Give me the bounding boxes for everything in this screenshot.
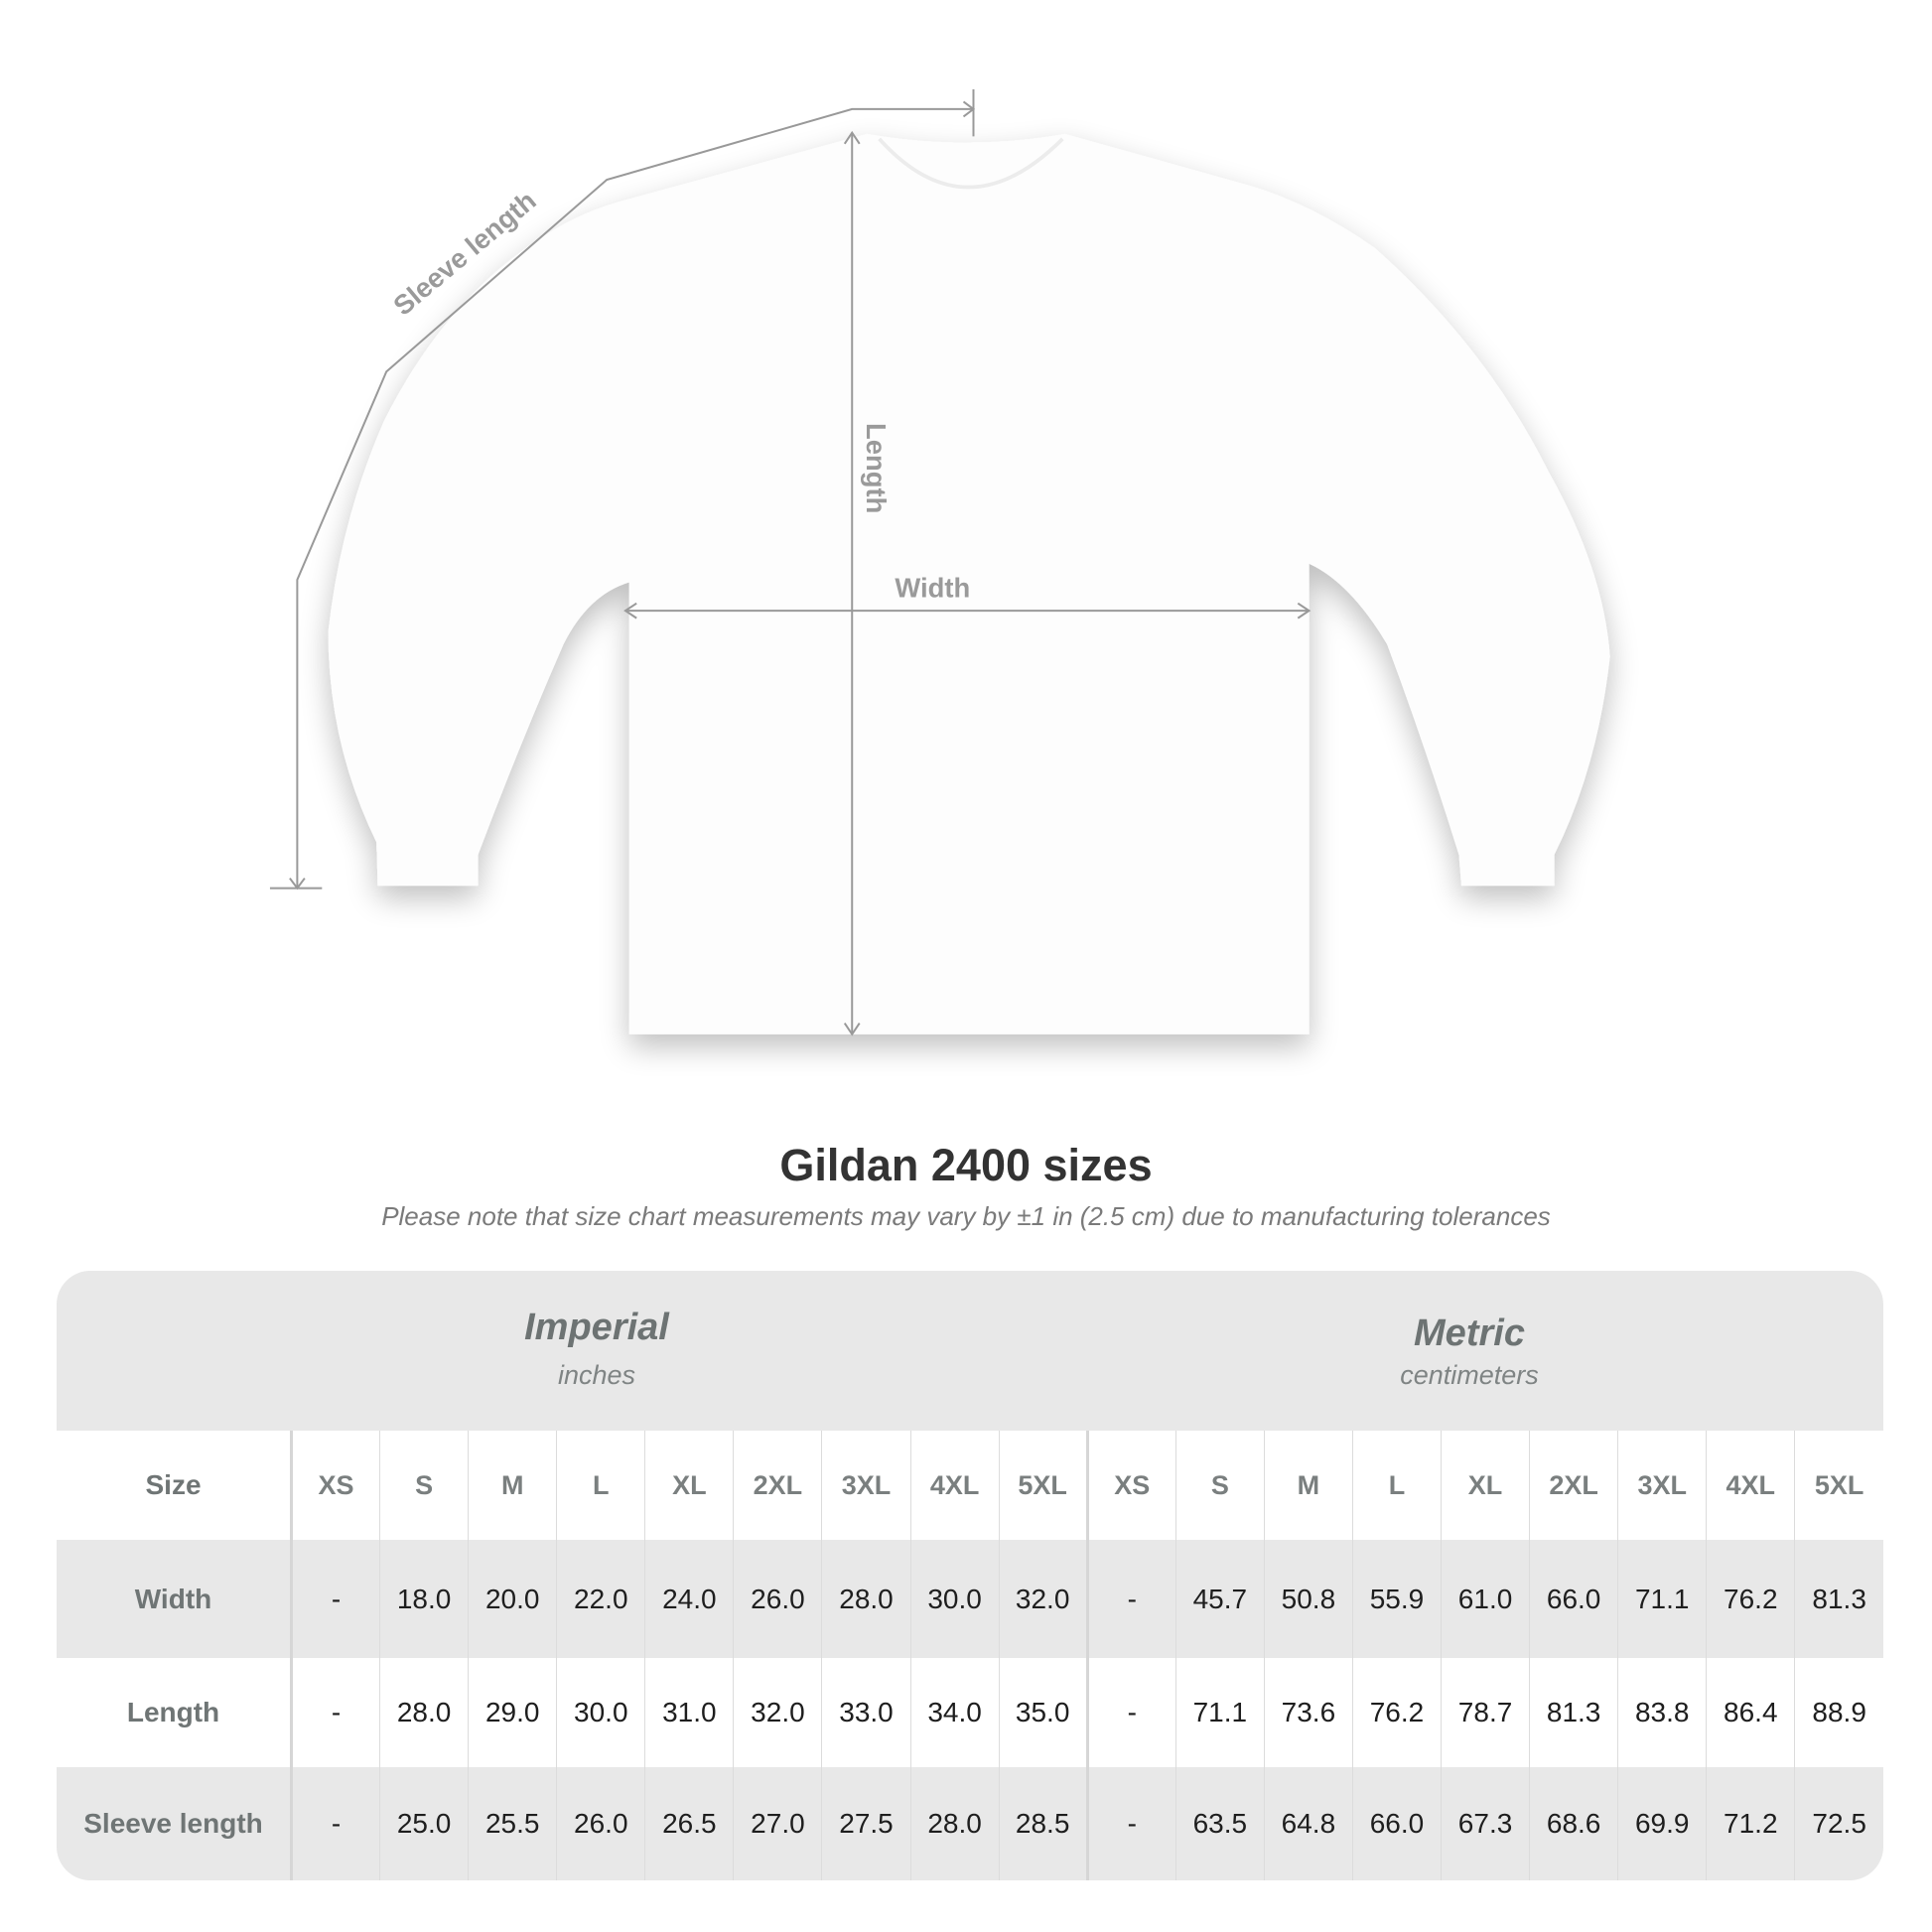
imperial-value-cell: 35.0 [998,1658,1088,1767]
imperial-size-0: XS [290,1431,380,1540]
imperial-size-8: 5XL [998,1431,1088,1540]
imperial-value-cell: 25.5 [468,1767,557,1880]
imperial-value-cell: 28.0 [379,1658,469,1767]
imperial-value-cell: 28.0 [821,1540,911,1658]
metric-value-cell: 63.5 [1174,1767,1265,1880]
metric-size-8: 5XL [1794,1431,1883,1540]
imperial-value-cell: 32.0 [733,1658,822,1767]
imperial-size-6: 3XL [821,1431,911,1540]
row-label: Length [57,1658,293,1767]
metric-size-7: 4XL [1706,1431,1795,1540]
sleeve-length-measure-line [269,88,976,891]
imperial-size-1: S [379,1431,469,1540]
imperial-value-cell: 20.0 [468,1540,557,1658]
imperial-size-2: M [468,1431,557,1540]
metric-value-cell: 71.1 [1174,1658,1265,1767]
size-chart: Imperial inches Metric centimeters Size X… [57,1271,1883,1880]
metric-value-cell: 76.2 [1706,1540,1795,1658]
width-measure-line [623,602,1311,620]
imperial-value-cell: 26.5 [644,1767,734,1880]
imperial-size-4: XL [644,1431,734,1540]
metric-value-cell: 71.1 [1617,1540,1707,1658]
metric-value-cell: 61.0 [1441,1540,1530,1658]
imperial-unit: inches [557,1360,636,1390]
imperial-size-7: 4XL [909,1431,1000,1540]
imperial-value-cell: 26.0 [733,1540,822,1658]
size-header-row: Size XS S M L XL 2XL 3XL 4XL 5XL XS S M L XL 2XL 3XL 4XL 5… [57,1431,1883,1540]
table-row: Width -18.0 20.0 22.0 24.0 26.0 28.0 30.0 32.0-4… [57,1540,1883,1658]
metric-value-cell: - [1085,1767,1176,1880]
size-header-label: Size [57,1431,293,1540]
metric-size-1: S [1174,1431,1265,1540]
metric-value-cell: 73.6 [1263,1658,1353,1767]
metric-size-0: XS [1085,1431,1176,1540]
metric-size-4: XL [1441,1431,1530,1540]
size-table: Size XS S M L XL 2XL 3XL 4XL 5XL XS S M L XL 2XL 3XL 4XL 5… [57,1431,1883,1880]
imperial-value-cell: 27.0 [733,1767,822,1880]
metric-value-cell: 78.7 [1441,1658,1530,1767]
metric-value-cell: 81.3 [1794,1540,1883,1658]
table-row: Sleeve length -25.0 25.5 26.0 26.5 27.0 27.5 28… [57,1767,1883,1880]
imperial-value-cell: 22.0 [556,1540,645,1658]
metric-size-2: M [1263,1431,1353,1540]
metric-value-cell: 55.9 [1351,1540,1442,1658]
metric-value-cell: 81.3 [1529,1658,1618,1767]
unit-header-band: Imperial inches Metric centimeters [57,1271,1883,1431]
imperial-value-cell: 25.0 [379,1767,469,1880]
metric-value-cell: 67.3 [1441,1767,1530,1880]
shirt-diagram: Sleeve length Length Width [269,88,1610,1036]
table-row: Length -28.0 29.0 30.0 31.0 32.0 33.0 34.0 35.0-… [57,1658,1883,1767]
metric-size-6: 3XL [1617,1431,1707,1540]
metric-size-5: 2XL [1529,1431,1618,1540]
long-sleeve-shirt-image [328,133,1610,1035]
metric-value-cell: 68.6 [1529,1767,1618,1880]
imperial-size-5: 2XL [733,1431,822,1540]
metric-value-cell: 66.0 [1351,1767,1442,1880]
row-label: Sleeve length [57,1767,293,1880]
imperial-value-cell: - [290,1658,380,1767]
imperial-title: Imperial [524,1307,669,1348]
imperial-value-cell: 30.0 [556,1658,645,1767]
imperial-size-3: L [556,1431,645,1540]
metric-value-cell: 64.8 [1263,1767,1353,1880]
imperial-value-cell: - [290,1767,380,1880]
imperial-value-cell: 24.0 [644,1540,734,1658]
tolerance-note: Please note that size chart measurements… [381,1201,1551,1231]
imperial-value-cell: 26.0 [556,1767,645,1880]
imperial-value-cell: - [290,1540,380,1658]
imperial-value-cell: 33.0 [821,1658,911,1767]
metric-value-cell: 72.5 [1794,1767,1883,1880]
metric-title: Metric [1414,1312,1525,1354]
metric-value-cell: 69.9 [1617,1767,1707,1880]
metric-value-cell: 45.7 [1174,1540,1265,1658]
page-title: Gildan 2400 sizes [779,1140,1153,1190]
length-measure-line [843,130,861,1036]
metric-value-cell: 66.0 [1529,1540,1618,1658]
metric-size-3: L [1351,1431,1442,1540]
width-label: Width [895,572,970,603]
length-label: Length [861,423,892,513]
imperial-value-cell: 28.5 [998,1767,1088,1880]
metric-value-cell: - [1085,1658,1176,1767]
metric-value-cell: 71.2 [1706,1767,1795,1880]
imperial-value-cell: 18.0 [379,1540,469,1658]
imperial-value-cell: 28.0 [909,1767,1000,1880]
imperial-value-cell: 32.0 [998,1540,1088,1658]
metric-value-cell: 88.9 [1794,1658,1883,1767]
imperial-value-cell: 30.0 [909,1540,1000,1658]
metric-value-cell: 86.4 [1706,1658,1795,1767]
metric-value-cell: - [1085,1540,1176,1658]
metric-value-cell: 50.8 [1263,1540,1353,1658]
metric-value-cell: 76.2 [1351,1658,1442,1767]
metric-unit: centimeters [1400,1360,1539,1390]
row-label: Width [57,1540,293,1658]
imperial-value-cell: 27.5 [821,1767,911,1880]
imperial-value-cell: 29.0 [468,1658,557,1767]
imperial-value-cell: 34.0 [909,1658,1000,1767]
metric-value-cell: 83.8 [1617,1658,1707,1767]
imperial-value-cell: 31.0 [644,1658,734,1767]
